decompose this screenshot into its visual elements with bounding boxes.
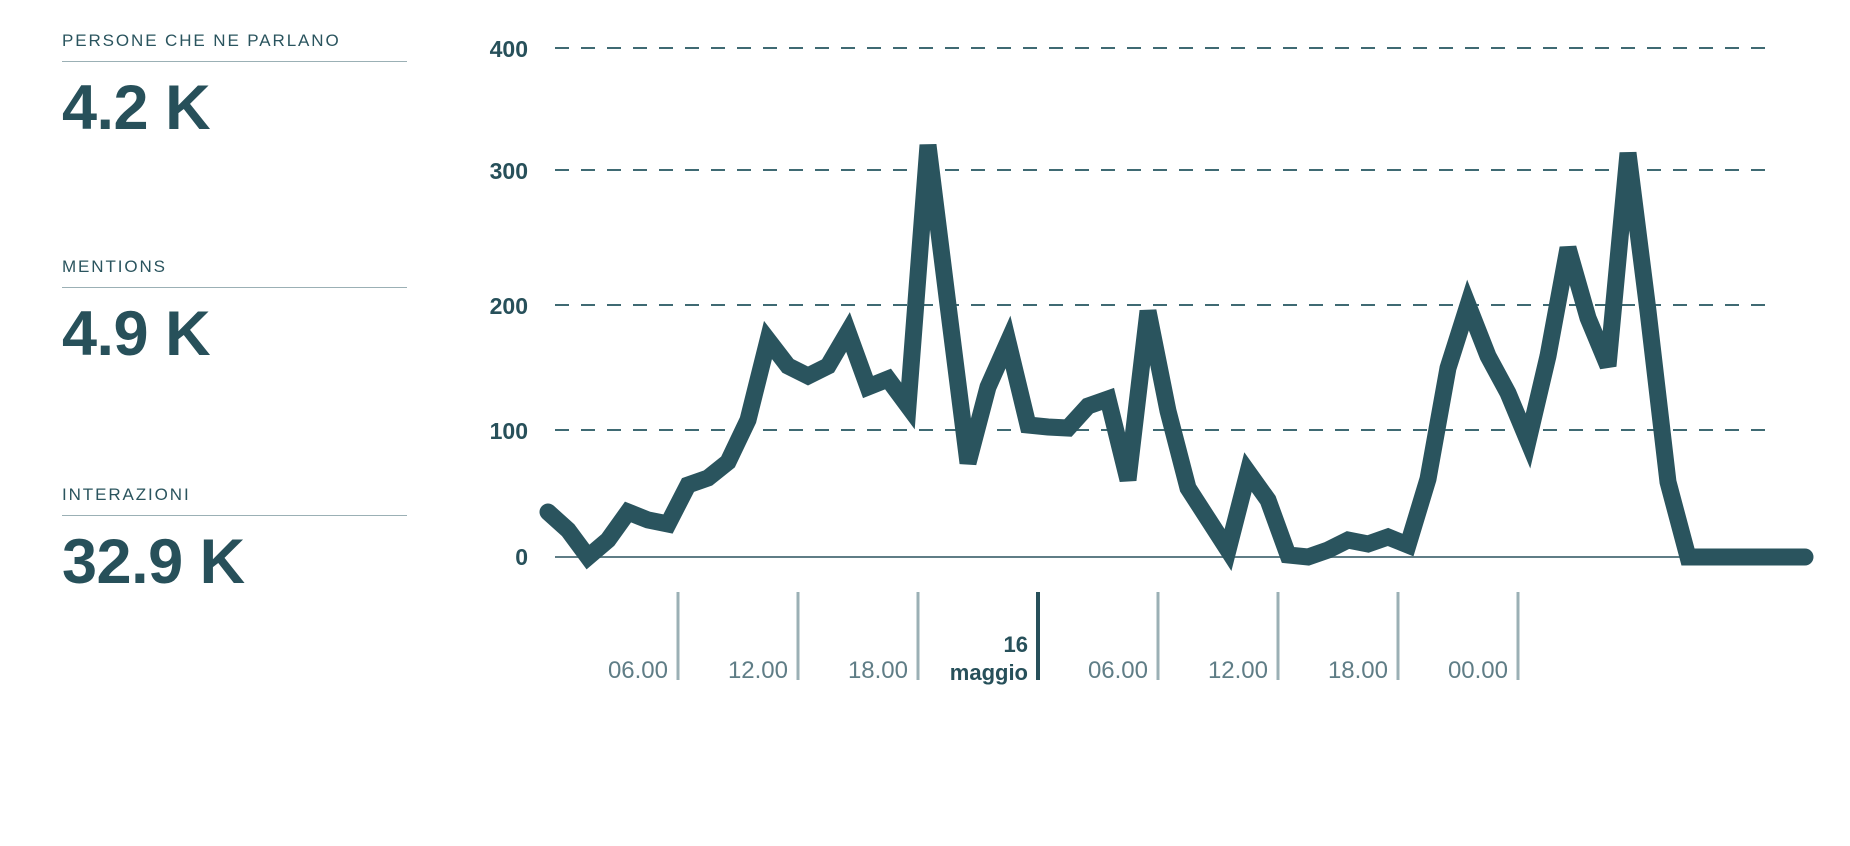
x-tick-label: 12.00 [1208, 657, 1268, 684]
metric-label: MENTIONS [62, 256, 407, 288]
metric-value: 4.9 K [62, 299, 211, 369]
metric-label: PERSONE CHE NE PARLANO [62, 30, 407, 62]
x-tick-label: 18.00 [1328, 657, 1388, 684]
x-tick-label: 06.00 [608, 657, 668, 684]
chart-canvas: 400 300 200 100 0 [490, 36, 1814, 685]
y-tick-label: 200 [490, 293, 528, 319]
y-tick-label: 400 [490, 36, 528, 62]
y-tick-label: 0 [515, 544, 528, 570]
y-tick-label: 300 [490, 158, 528, 184]
timeseries-chart: 400 300 200 100 0 [460, 0, 1850, 846]
x-tick-label: 18.00 [848, 657, 908, 684]
metric-value: 32.9 K [62, 527, 245, 597]
x-axis-ticks [676, 592, 1520, 680]
metric-card-persone-che-ne-parlano: PERSONE CHE NE PARLANO 4.2 K [62, 30, 407, 141]
metric-card-interazioni: INTERAZIONI 32.9 K [62, 484, 407, 595]
y-tick-label: 100 [490, 418, 528, 444]
x-tick-label: 06.00 [1088, 657, 1148, 684]
metric-card-mentions: MENTIONS 4.9 K [62, 256, 407, 367]
metric-label: INTERAZIONI [62, 484, 407, 516]
series-line-mentions [539, 143, 1814, 571]
x-tick-label-day-month: maggio [950, 660, 1028, 685]
metric-value: 4.2 K [62, 73, 211, 143]
x-tick-label-day-number: 16 [1004, 632, 1028, 657]
metrics-panel: PERSONE CHE NE PARLANO 4.2 K MENTIONS 4.… [0, 0, 460, 846]
x-tick-label: 12.00 [728, 657, 788, 684]
y-axis-labels: 400 300 200 100 0 [490, 36, 528, 570]
x-tick-label: 00.00 [1448, 657, 1508, 684]
x-axis-labels: 06.00 12.00 18.00 16 maggio 06.00 12.00 … [608, 632, 1508, 685]
